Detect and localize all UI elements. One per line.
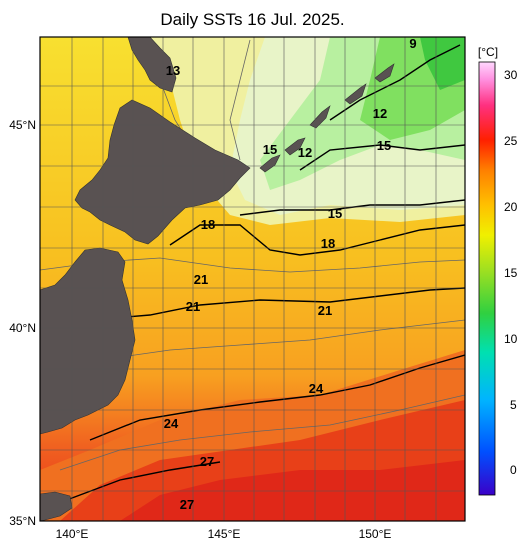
contour-label: 12: [298, 145, 312, 160]
contour-label: 21: [186, 299, 200, 314]
contour-label: 21: [194, 272, 208, 287]
contour-label: 18: [201, 217, 215, 232]
contour-label: 18: [321, 236, 335, 251]
colorbar-scale: [478, 61, 496, 496]
colorbar-tick: 25: [504, 134, 518, 148]
contour-label: 21: [318, 303, 332, 318]
contour-label: 27: [180, 497, 194, 512]
lon-tick-140: 140°E: [56, 527, 89, 541]
colorbar-tick: 15: [504, 266, 518, 280]
landmass: [39, 36, 395, 522]
colorbar-tick: 0: [510, 463, 517, 477]
colorbar-tick: 30: [504, 68, 518, 82]
lon-tick-145: 145°E: [208, 527, 241, 541]
contour-label: 9: [409, 36, 416, 51]
contour-label: 13: [166, 63, 180, 78]
contour-label: 15: [328, 206, 342, 221]
colorbar-unit: [°C]: [478, 45, 498, 59]
lat-tick-35: 35°N: [9, 514, 36, 528]
contour-label: 24: [309, 381, 324, 396]
lat-tick-40: 40°N: [9, 321, 36, 335]
lat-tick-45: 45°N: [9, 118, 36, 132]
latitude-axis: 45°N 40°N 35°N: [9, 118, 36, 528]
contour-label: 15: [263, 142, 277, 157]
colorbar-tick: 5: [510, 398, 517, 412]
map-title: Daily SSTs 16 Jul. 2025.: [160, 10, 345, 29]
map-frame: [39, 36, 466, 522]
contour-label: 27: [200, 454, 214, 469]
colorbar: [°C] 30 25 20 15 10 5 0: [478, 45, 518, 496]
longitude-axis: 140°E 145°E 150°E: [56, 527, 392, 541]
contour-label: 12: [373, 106, 387, 121]
contour-label: 24: [164, 416, 179, 431]
contour-label: 15: [377, 138, 391, 153]
colorbar-tick: 20: [504, 200, 518, 214]
contour-labels: 9 12 12 13 15 15 15 18 18 21 21 21 24 24…: [164, 36, 417, 512]
colorbar-tick: 10: [504, 332, 518, 346]
graticule: [40, 37, 465, 521]
lon-tick-150: 150°E: [359, 527, 392, 541]
